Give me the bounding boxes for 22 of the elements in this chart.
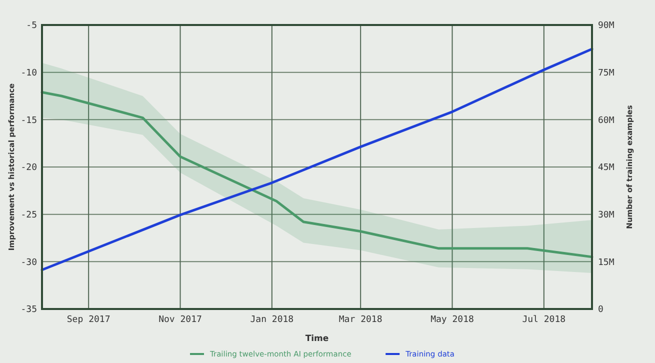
x-tick-label: Jul 2018: [522, 315, 566, 325]
y2-tick-label: 90M: [598, 21, 615, 32]
x-tick-label: Mar 2018: [338, 315, 382, 325]
x-tick-label: Sep 2017: [66, 315, 110, 325]
y2-tick-label: 75M: [598, 68, 615, 78]
x-tick-label: Jan 2018: [250, 315, 294, 325]
y2-tick-label: 0: [598, 305, 604, 316]
y2-tick-label: 15M: [598, 258, 615, 268]
y2-tick-label: 30M: [598, 210, 615, 220]
y-tick-label: -30: [20, 258, 37, 268]
y-tick-label: -10: [20, 68, 37, 78]
y2-tick-label: 60M: [598, 116, 615, 126]
y-tick-label: -5: [26, 21, 37, 32]
x-axis-title: Time: [305, 334, 329, 344]
x-tick-label: May 2018: [430, 315, 474, 325]
line-series: [40, 90, 594, 258]
y2-tick-label: 45M: [598, 163, 615, 174]
y-tick-label: -15: [20, 116, 37, 126]
y-tick-label: -20: [20, 163, 37, 174]
x-tick-label: Nov 2017: [158, 315, 202, 325]
y-tick-label: -25: [20, 210, 37, 220]
y-tick-label: -35: [20, 305, 37, 316]
